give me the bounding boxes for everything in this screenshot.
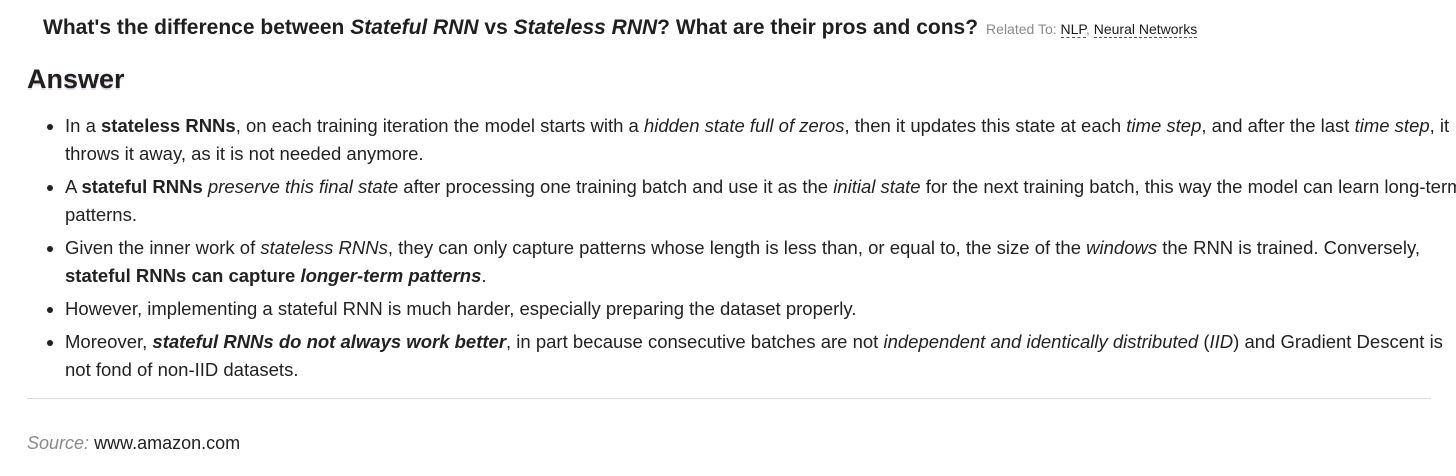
question-term: Stateful RNN: [350, 16, 479, 39]
related-to: Related To: NLP, Neural Networks: [986, 21, 1198, 38]
question-term: Stateless RNN: [513, 16, 658, 39]
tag-nlp-link[interactable]: NLP: [1060, 21, 1086, 38]
related-label: Related To:: [986, 21, 1057, 37]
answer-list: In a stateless RNNs, on each training it…: [28, 112, 1456, 389]
source-line: Source: www.amazon.com: [27, 433, 240, 454]
question-title: What's the difference between Stateful R…: [43, 16, 1198, 40]
tag-separator: ,: [1085, 21, 1094, 37]
question-text: vs: [478, 16, 514, 39]
list-item: A stateful RNNs preserve this final stat…: [65, 173, 1456, 229]
source-value: www.amazon.com: [94, 433, 241, 453]
question-text: ? What are their pros and cons?: [657, 16, 979, 39]
list-item: Moreover, stateful RNNs do not always wo…: [65, 328, 1456, 384]
answer-heading: Answer: [27, 64, 125, 94]
tag-neural-networks-link[interactable]: Neural Networks: [1093, 21, 1198, 38]
question-text: What's the difference between: [43, 16, 351, 39]
list-item: In a stateless RNNs, on each training it…: [65, 112, 1456, 168]
divider: [27, 398, 1431, 399]
list-item: Given the inner work of stateless RNNs, …: [65, 234, 1456, 290]
list-item: However, implementing a stateful RNN is …: [65, 295, 1456, 323]
source-label: Source:: [27, 433, 90, 453]
